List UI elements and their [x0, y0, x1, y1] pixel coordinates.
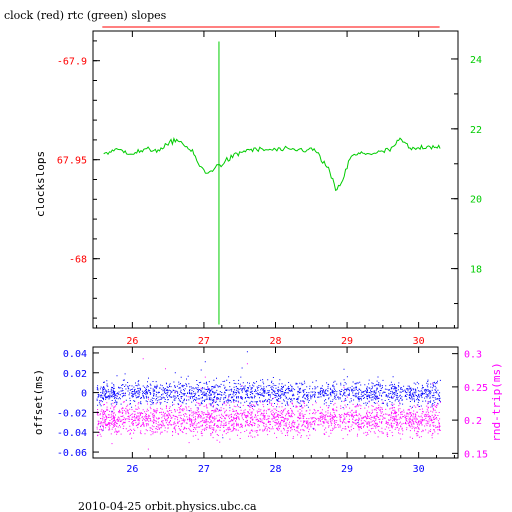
offset-right-axis: 0.3 0.25 0.2 0.15 — [452, 350, 488, 460]
x-tick-label: 28 — [269, 336, 281, 347]
offset-x-axis: 26 27 28 29 30 — [126, 347, 455, 475]
y-tick-label: -67.9 — [57, 57, 87, 68]
slopes-panel: 26 27 28 29 30 -67.9 67.95 -68 24 22 20 18 clocks… — [34, 26, 482, 347]
x-tick-label: 26 — [126, 464, 138, 475]
y-tick-label: 0 — [81, 389, 87, 400]
slopes-left-axis: -67.9 67.95 -68 — [57, 40, 100, 319]
y2-tick-label: 22 — [470, 125, 482, 136]
slopes-x-axis: 26 27 28 29 30 — [96, 31, 455, 347]
y2-tick-label: 0.3 — [464, 350, 482, 361]
y2-tick-label: 0.15 — [464, 449, 488, 460]
x-tick-label: 29 — [341, 464, 353, 475]
offset-points — [96, 351, 441, 439]
chart-title: clock (red) rtc (green) slopes — [4, 9, 167, 22]
y-tick-label: 67.95 — [57, 156, 87, 167]
y-tick-label: -68 — [69, 255, 87, 266]
footer-text: 2010-04-25 orbit.physics.ubc.ca — [78, 500, 257, 512]
y2-tick-label: 18 — [470, 265, 482, 276]
y2-tick-label: 24 — [470, 55, 482, 66]
y-tick-label: -0.04 — [57, 428, 87, 439]
slopes-series — [102, 26, 441, 325]
y-tick-label: 0.02 — [63, 369, 87, 380]
offset-y-label: offset(ms) — [32, 369, 45, 435]
y2-tick-label: 0.2 — [464, 416, 482, 427]
y-tick-label: 0.04 — [63, 349, 87, 360]
rndtrip-y-label: rnd-trip(ms) — [490, 362, 503, 441]
offset-left-axis: 0.04 0.02 0 -0.02 -0.04 -0.06 — [57, 349, 99, 459]
offset-points — [96, 351, 441, 450]
y-tick-label: -0.06 — [57, 448, 87, 459]
x-tick-label: 30 — [413, 464, 425, 475]
slopes-y-label: clockslops — [34, 151, 47, 217]
offset-panel: 26 27 28 29 30 0.040.020-0.02-0.04-0.06 0.30… — [32, 346, 503, 475]
x-tick-label: 29 — [341, 336, 353, 347]
x-tick-label: 27 — [198, 464, 210, 475]
y-tick-label: -0.02 — [57, 408, 87, 419]
rtc-slope-line — [103, 137, 441, 192]
y2-tick-label: 0.25 — [464, 383, 488, 394]
x-tick-label: 27 — [198, 336, 210, 347]
y2-tick-label: 20 — [470, 195, 482, 206]
slopes-right-axis: 24 22 20 18 — [451, 55, 482, 305]
x-tick-label: 30 — [413, 336, 425, 347]
x-tick-label: 28 — [269, 464, 281, 475]
x-tick-label: 26 — [126, 336, 138, 347]
